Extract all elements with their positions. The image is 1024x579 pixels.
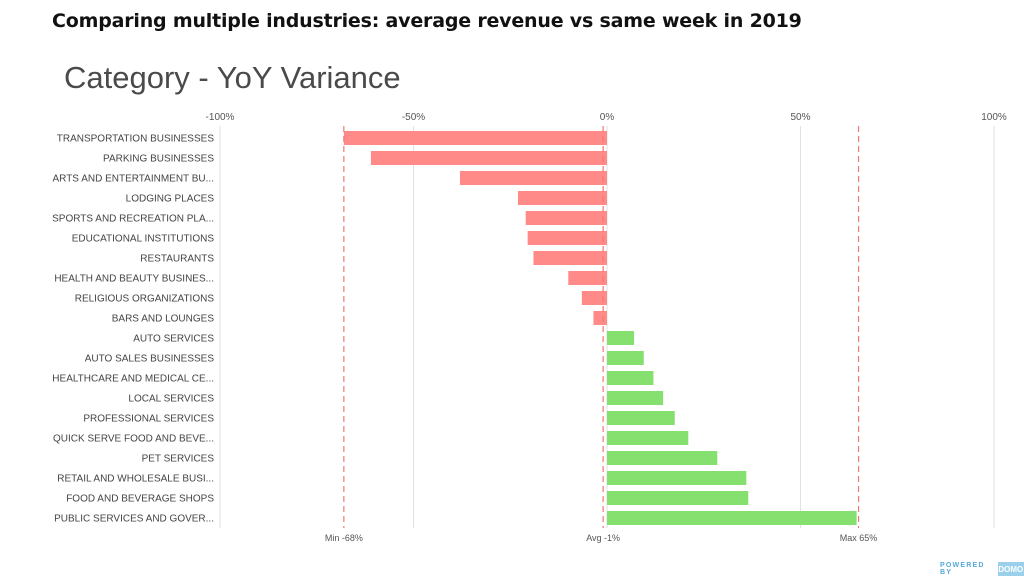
labels-layer: -100% -50% 0% 50% 100% TRANSPORTATION BUSINES…: [52, 112, 1007, 543]
category-label: FOOD AND BEVERAGE SHOPS: [66, 494, 214, 505]
reference-label: Avg -1%: [586, 533, 620, 543]
domo-logo: DOMO: [997, 562, 1024, 576]
powered-by-badge[interactable]: POWERED BY DOMO: [940, 562, 1024, 576]
bar: [581, 291, 607, 305]
bar: [607, 511, 857, 525]
category-label: EDUCATIONAL INSTITUTIONS: [72, 234, 215, 245]
category-label: RELIGIOUS ORGANIZATIONS: [75, 294, 215, 305]
bar: [607, 431, 689, 445]
bar: [370, 151, 607, 165]
x-tick-label: 100%: [981, 112, 1007, 123]
bar: [607, 491, 749, 505]
bar: [527, 231, 607, 245]
bar: [459, 171, 607, 185]
x-tick-label: 50%: [790, 112, 810, 123]
bar: [343, 131, 607, 145]
reference-lines-layer: [343, 126, 860, 528]
category-label: QUICK SERVE FOOD AND BEVE...: [53, 434, 214, 445]
category-label: BARS AND LOUNGES: [112, 314, 215, 325]
category-label: TRANSPORTATION BUSINESSES: [57, 134, 215, 145]
category-label: PROFESSIONAL SERVICES: [83, 414, 214, 425]
category-label: SPORTS AND RECREATION PLA...: [52, 214, 214, 225]
reference-label: Max 65%: [840, 533, 878, 543]
bar: [517, 191, 607, 205]
x-tick-label: -100%: [206, 112, 235, 123]
category-label: LOCAL SERVICES: [128, 394, 214, 405]
bar: [568, 271, 607, 285]
category-label: ARTS AND ENTERTAINMENT BU...: [52, 174, 214, 185]
bar: [607, 331, 635, 345]
category-label: HEALTHCARE AND MEDICAL CE...: [52, 374, 214, 385]
grid-layer: [219, 126, 995, 528]
category-label: AUTO SALES BUSINESSES: [85, 354, 215, 365]
bar: [593, 311, 607, 325]
bar: [607, 391, 664, 405]
bars-layer: [343, 131, 857, 525]
category-label: AUTO SERVICES: [133, 334, 214, 345]
category-label: RESTAURANTS: [140, 254, 214, 265]
bar: [607, 411, 675, 425]
bar: [533, 251, 607, 265]
x-tick-label: 0%: [600, 112, 615, 123]
powered-by-text: POWERED BY: [940, 562, 985, 576]
bar: [607, 451, 718, 465]
bar: [607, 351, 644, 365]
bar: [525, 211, 607, 225]
page-headline: Comparing multiple industries: average r…: [52, 10, 802, 32]
x-tick-label: -50%: [402, 112, 425, 123]
chart-title: Category - YoY Variance: [64, 60, 401, 95]
category-label: HEALTH AND BEAUTY BUSINES...: [54, 274, 214, 285]
category-label: PUBLIC SERVICES AND GOVER...: [54, 514, 214, 525]
category-label: LODGING PLACES: [126, 194, 215, 205]
reference-label: Min -68%: [325, 533, 363, 543]
bar: [607, 471, 747, 485]
category-label: PARKING BUSINESSES: [103, 154, 214, 165]
category-label: PET SERVICES: [142, 454, 215, 465]
bar: [607, 371, 654, 385]
category-label: RETAIL AND WHOLESALE BUSI...: [57, 474, 214, 485]
